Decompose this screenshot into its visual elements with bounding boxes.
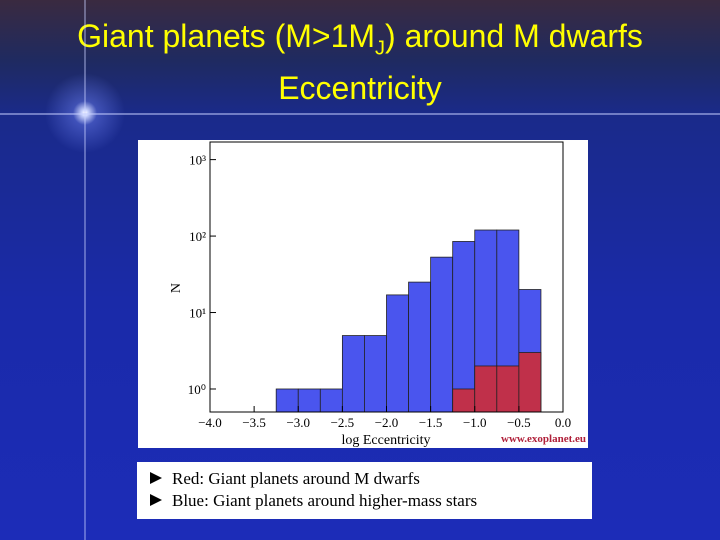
- bar: [275, 388, 299, 413]
- vertical-flare: [84, 0, 86, 540]
- bar: [364, 335, 387, 413]
- title-subtitle: Eccentricity: [278, 70, 442, 107]
- bar: [319, 388, 343, 413]
- x-tick-label: −2.5: [331, 415, 355, 430]
- bar: [474, 365, 498, 413]
- bar: [430, 256, 454, 413]
- x-axis-label: log Eccentricity: [341, 433, 430, 448]
- x-tick-label: −1.0: [463, 415, 487, 430]
- x-tick-label: −3.0: [286, 415, 310, 430]
- x-tick-label: −4.0: [198, 415, 222, 430]
- bar: [518, 352, 542, 413]
- y-tick-label: 10²: [189, 229, 206, 244]
- legend-entry: Blue: Giant planets around higher-mass s…: [172, 491, 477, 510]
- bullet-icon: [150, 472, 162, 484]
- y-axis-label: N: [169, 283, 184, 293]
- watermark: www.exoplanet.eu: [501, 433, 586, 445]
- y-tick-label: 10³: [189, 153, 206, 168]
- bar: [341, 335, 365, 413]
- title-text: ) around M dwarfs: [385, 18, 643, 54]
- title-subscript: J: [375, 37, 386, 60]
- horizon-flare: [0, 113, 720, 115]
- y-tick-label: 10⁰: [188, 382, 206, 397]
- x-tick-label: 0.0: [555, 415, 571, 430]
- bar: [297, 388, 321, 413]
- slide-title: Giant planets (M>1MJ) around M dwarfs Ecc…: [0, 16, 720, 108]
- y-tick-label: 10¹: [189, 306, 206, 321]
- legend-entry: Red: Giant planets around M dwarfs: [172, 469, 420, 488]
- x-tick-label: −2.0: [375, 415, 399, 430]
- bar: [452, 388, 476, 413]
- title-text: Giant planets (M>1M: [77, 18, 376, 54]
- bullet-icon: [150, 494, 162, 506]
- x-tick-label: −3.5: [242, 415, 266, 430]
- bar: [452, 241, 476, 413]
- bar: [386, 294, 409, 413]
- x-tick-label: −1.5: [419, 415, 443, 430]
- bar: [408, 281, 432, 413]
- bar: [496, 365, 520, 413]
- x-tick-label: −0.5: [507, 415, 531, 430]
- legend-panel: [137, 462, 592, 519]
